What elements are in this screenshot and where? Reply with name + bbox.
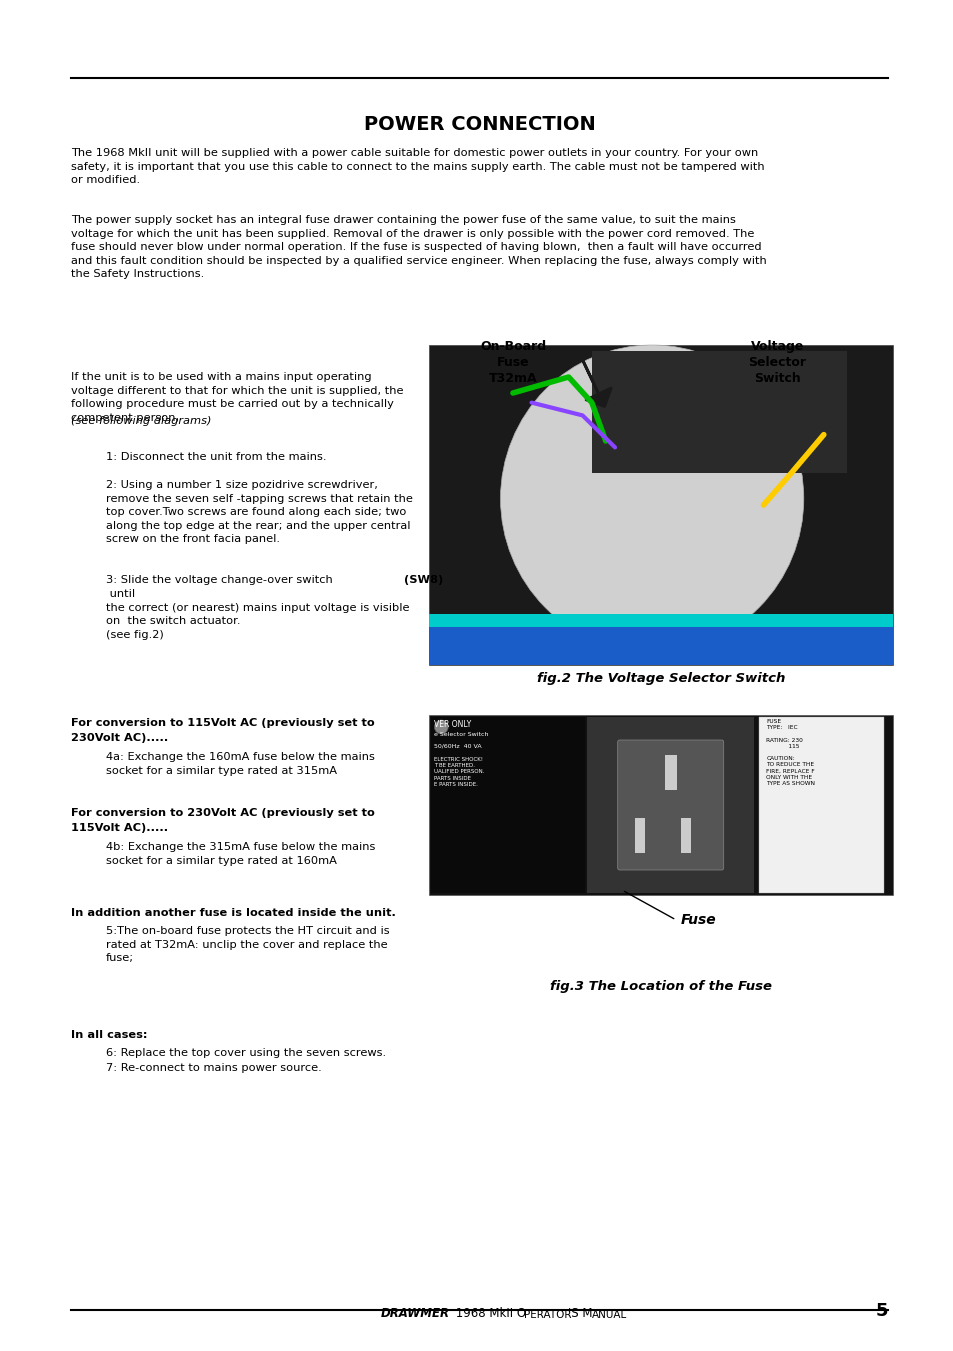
Text: 'S M: 'S M <box>567 1306 592 1320</box>
FancyArrowPatch shape <box>578 353 611 407</box>
Text: until
the correct (or nearest) mains input voltage is visible
on  the switch act: until the correct (or nearest) mains inp… <box>106 589 409 640</box>
Text: 7: Re-connect to mains power source.: 7: Re-connect to mains power source. <box>106 1063 321 1073</box>
Text: POWER CONNECTION: POWER CONNECTION <box>363 115 595 134</box>
Text: 2: Using a number 1 size pozidrive screwdriver,
remove the seven self -tapping s: 2: Using a number 1 size pozidrive screw… <box>106 480 412 544</box>
Text: For conversion to 230Volt AC (previously set to: For conversion to 230Volt AC (previously… <box>71 808 375 817</box>
Bar <box>587 717 754 893</box>
Bar <box>429 627 893 665</box>
Text: PERATOR: PERATOR <box>523 1310 571 1320</box>
Bar <box>591 351 846 473</box>
Text: (see following diagrams): (see following diagrams) <box>71 416 212 426</box>
Text: fig.3 The Location of the Fuse: fig.3 The Location of the Fuse <box>550 979 772 993</box>
Bar <box>429 613 893 627</box>
Text: 3: Slide the voltage change-over switch: 3: Slide the voltage change-over switch <box>106 576 335 585</box>
Text: On-Board
Fuse
T32mA: On-Board Fuse T32mA <box>479 340 545 385</box>
Text: Voltage
Selector
Switch: Voltage Selector Switch <box>748 340 805 385</box>
Text: In addition another fuse is located inside the unit.: In addition another fuse is located insi… <box>71 908 395 917</box>
Text: FUSE
TYPE:   IEC

RATING: 230
            115

CAUTION:
TO REDUCE THE
FIRE, REPL: FUSE TYPE: IEC RATING: 230 115 CAUTION: … <box>765 719 815 786</box>
Text: 230Volt AC).....: 230Volt AC)..... <box>71 734 168 743</box>
Text: The power supply socket has an integral fuse drawer containing the power fuse of: The power supply socket has an integral … <box>71 215 766 280</box>
Text: For conversion to 115Volt AC (previously set to: For conversion to 115Volt AC (previously… <box>71 717 375 728</box>
Text: (SW8): (SW8) <box>403 576 442 585</box>
Text: ANUAL: ANUAL <box>592 1310 627 1320</box>
Bar <box>758 717 883 893</box>
Text: 6: Replace the top cover using the seven screws.: 6: Replace the top cover using the seven… <box>106 1048 385 1058</box>
Text: 5: 5 <box>875 1302 887 1320</box>
Text: ELECTRIC SHOCK!
T BE EARTHED.
UALIFIED PERSON.
PARTS INSIDE
E PARTS INSIDE.: ELECTRIC SHOCK! T BE EARTHED. UALIFIED P… <box>434 757 484 786</box>
Bar <box>680 817 690 852</box>
Circle shape <box>500 345 803 653</box>
Text: In all cases:: In all cases: <box>71 1029 148 1040</box>
FancyBboxPatch shape <box>617 740 723 870</box>
Text: 50/60Hz  40 VA: 50/60Hz 40 VA <box>434 743 481 748</box>
Text: fig.2 The Voltage Selector Switch: fig.2 The Voltage Selector Switch <box>537 671 785 685</box>
Bar <box>429 345 893 665</box>
Bar <box>635 817 644 852</box>
Text: The 1968 MkII unit will be supplied with a power cable suitable for domestic pow: The 1968 MkII unit will be supplied with… <box>71 149 764 185</box>
Text: 4b: Exchange the 315mA fuse below the mains
socket for a similar type rated at 1: 4b: Exchange the 315mA fuse below the ma… <box>106 842 375 866</box>
Circle shape <box>434 720 448 734</box>
Text: 4a: Exchange the 160mA fuse below the mains
socket for a similar type rated at 3: 4a: Exchange the 160mA fuse below the ma… <box>106 753 375 775</box>
Text: Fuse: Fuse <box>680 913 716 927</box>
Bar <box>429 715 893 894</box>
Bar <box>664 755 676 790</box>
Text: e Selector Switch: e Selector Switch <box>434 732 488 738</box>
Bar <box>431 717 584 893</box>
Text: VER ONLY: VER ONLY <box>434 720 471 730</box>
Text: DRAWMER: DRAWMER <box>381 1306 450 1320</box>
Text: 1968 MkII O: 1968 MkII O <box>452 1306 526 1320</box>
Text: 5:The on-board fuse protects the HT circuit and is
rated at T32mA: unclip the co: 5:The on-board fuse protects the HT circ… <box>106 925 389 963</box>
Text: If the unit is to be used with a mains input operating
voltage different to that: If the unit is to be used with a mains i… <box>71 372 403 423</box>
Text: 1: Disconnect the unit from the mains.: 1: Disconnect the unit from the mains. <box>106 453 326 462</box>
Text: 115Volt AC).....: 115Volt AC)..... <box>71 823 168 834</box>
